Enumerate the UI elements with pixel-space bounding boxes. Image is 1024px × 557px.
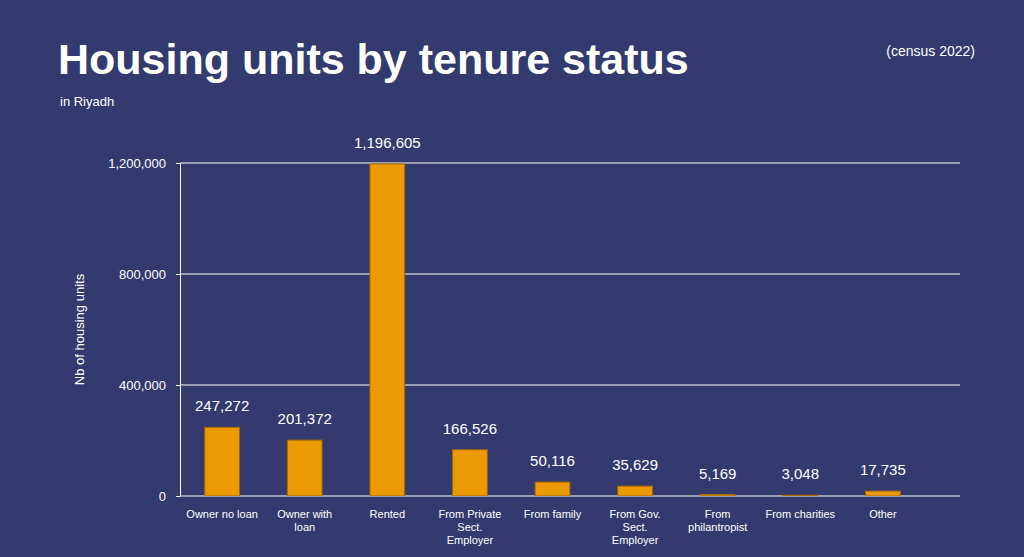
x-tick-label-line: Rented [370, 508, 405, 520]
x-tick-label-line: Other [869, 508, 897, 520]
bar [535, 482, 570, 496]
data-label: 5,169 [699, 465, 737, 482]
x-tick: From family [524, 496, 582, 520]
x-tick: Owner withloan [277, 496, 332, 533]
title: Housing units by tenure status [58, 35, 689, 83]
x-tick-label-line: From family [524, 508, 582, 520]
data-label: 201,372 [278, 410, 332, 427]
y-axis: 0 400,000 800,000 1,200,000 [108, 156, 180, 504]
x-tick: From Gov.Sect.Employer [610, 496, 661, 546]
data-label: 1,196,605 [354, 134, 421, 151]
x-tick: Other [869, 496, 897, 520]
bar [700, 495, 735, 496]
x-tick-label: Fromphilantropist [688, 508, 747, 533]
x-tick-label-line: Sect. [623, 521, 648, 533]
y-tick-label: 0 [159, 489, 166, 504]
data-label: 17,735 [860, 461, 906, 478]
x-tick-label: From PrivateSect.Employer [438, 508, 501, 546]
y-tick: 400,000 [119, 378, 180, 393]
x-tick: From PrivateSect.Employer [438, 496, 501, 546]
y-tick-mark [176, 163, 180, 164]
x-tick: Owner no loan [186, 496, 258, 520]
x-tick-label: Other [869, 508, 897, 520]
x-tick-label: From family [524, 508, 582, 520]
x-tick-label: From charities [765, 508, 835, 520]
bar [370, 164, 405, 496]
x-tick-label-line: From Gov. [610, 508, 661, 520]
bar [287, 440, 322, 496]
subtitle: in Riyadh [60, 94, 114, 109]
x-tick-label: Rented [370, 508, 405, 520]
x-tick-label-line: loan [294, 521, 315, 533]
x-tick: From charities [765, 496, 835, 520]
data-label: 35,629 [612, 456, 658, 473]
data-label: 3,048 [782, 465, 820, 482]
x-tick-label-line: philantropist [688, 521, 747, 533]
chart: Housing units by tenure status in Riyadh (… [0, 0, 1024, 557]
grid-line [180, 162, 960, 163]
y-tick: 1,200,000 [108, 156, 180, 171]
y-tick-mark [176, 274, 180, 275]
y-tick: 0 [159, 489, 180, 504]
data-label: 247,272 [195, 397, 249, 414]
bars [205, 164, 900, 496]
grid [180, 163, 960, 496]
x-tick: Fromphilantropist [688, 496, 747, 533]
y-tick-label: 400,000 [119, 378, 166, 393]
data-label: 50,116 [530, 452, 575, 469]
x-tick-label-line: Owner with [277, 508, 332, 520]
y-tick-mark [176, 385, 180, 386]
x-tick: Rented [370, 496, 405, 520]
grid-line [180, 273, 960, 274]
y-tick-label: 800,000 [119, 267, 166, 282]
x-tick-label: From Gov.Sect.Employer [610, 508, 661, 546]
bar [453, 450, 488, 496]
x-axis: Owner no loan Owner withloan Rented From Pr… [186, 496, 897, 546]
bar [866, 491, 901, 496]
bar [618, 486, 653, 496]
x-tick-label-line: Owner no loan [186, 508, 258, 520]
grid-line [180, 384, 960, 385]
y-axis-title: Nb of housing units [72, 273, 87, 385]
y-tick-label: 1,200,000 [108, 156, 166, 171]
y-axis-line [180, 164, 181, 497]
x-tick-label-line: Sect. [457, 521, 482, 533]
data-label: 166,526 [443, 420, 497, 437]
bar [205, 427, 240, 496]
x-tick-label-line: From Private [438, 508, 501, 520]
bar [783, 495, 818, 496]
x-tick-label: Owner no loan [186, 508, 258, 520]
x-tick-label-line: Employer [447, 534, 494, 546]
x-tick-label-line: Employer [612, 534, 659, 546]
x-tick-label: Owner withloan [277, 508, 332, 533]
x-tick-label-line: From [705, 508, 731, 520]
background [0, 0, 1024, 557]
y-tick: 800,000 [119, 267, 180, 282]
annotation: (census 2022) [886, 43, 975, 59]
data-labels: 247,272 201,372 1,196,605 166,526 50,116 35,6… [195, 134, 906, 482]
x-tick-label-line: From charities [765, 508, 835, 520]
y-tick-mark [176, 496, 180, 497]
